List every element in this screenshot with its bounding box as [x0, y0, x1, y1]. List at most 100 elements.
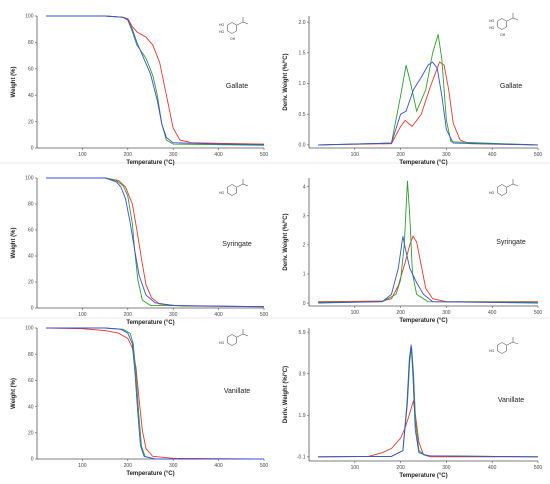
x-axis-title: Temperature (°C) — [126, 160, 174, 166]
series-line-blue — [46, 177, 265, 308]
molecule-structure-icon: HO HO OH — [219, 17, 249, 41]
x-tick-label: 400 — [488, 152, 497, 158]
y-tick-label: 1.0 — [299, 81, 306, 87]
x-tick-label: 200 — [124, 463, 133, 469]
y-tick-label: 60 — [28, 67, 34, 73]
compound-label: Gallate — [500, 83, 522, 90]
y-tick-label: 0 — [31, 457, 34, 463]
panel-6: 100 200 300 400 500 -0.1 1.9 3.9 5.9 Temperature … — [283, 328, 542, 479]
y-axis-title: Deriv. Weight (%/°C) — [283, 366, 289, 423]
x-axis-title: Temperature (°C) — [399, 160, 447, 166]
x-tick-label: 400 — [488, 465, 497, 471]
x-axis-title: Temperature (°C) — [126, 471, 174, 477]
y-tick-label: 40 — [28, 93, 34, 99]
molecule-structure-icon: HO — [219, 179, 249, 196]
x-tick-label: 500 — [534, 310, 543, 316]
x-tick-label: 100 — [351, 465, 360, 471]
molecule-label: HO — [489, 26, 495, 30]
y-tick-label: 0 — [31, 306, 34, 312]
compound-label: Syringate — [496, 239, 526, 246]
series-line-blue — [318, 61, 539, 146]
x-tick-label: 200 — [396, 465, 405, 471]
series-line-red — [318, 235, 538, 303]
x-tick-label: 500 — [260, 463, 269, 469]
y-axis-title: Weight (%) — [11, 378, 17, 409]
x-tick-label: 500 — [534, 465, 543, 471]
molecule-structure-icon: HO — [489, 179, 519, 196]
panel-5: 100 200 300 400 500 0 20 40 60 80 100 Temperature (… — [11, 326, 268, 477]
molecule-label: HO — [489, 349, 495, 353]
x-tick-label: 100 — [351, 152, 360, 158]
x-tick-label: 300 — [442, 152, 451, 158]
y-tick-label: 20 — [28, 280, 34, 286]
y-tick-label: 5.9 — [299, 330, 306, 336]
x-tick-label: 200 — [124, 312, 133, 318]
series-line-red — [46, 327, 265, 460]
series-line-blue — [318, 344, 539, 458]
molecule-label: OH — [500, 33, 506, 37]
panel-1: 100 200 300 400 500 0 20 40 60 80 100 Temperature (… — [11, 14, 268, 166]
y-tick-label: 2 — [303, 243, 306, 249]
molecule-label: HO — [219, 23, 225, 27]
compound-label: Vanillate — [224, 388, 250, 395]
y-tick-label: 0.5 — [299, 112, 306, 118]
series-line-green — [318, 34, 539, 146]
x-tick-label: 500 — [260, 152, 269, 158]
series-line-blue — [318, 236, 539, 304]
x-tick-label: 500 — [260, 312, 269, 318]
y-tick-label: 80 — [28, 352, 34, 358]
x-tick-label: 300 — [442, 310, 451, 316]
x-tick-label: 100 — [78, 152, 87, 158]
x-tick-label: 100 — [78, 463, 87, 469]
series-line-green — [46, 177, 265, 308]
molecule-structure-icon: HO HO OH — [489, 13, 519, 37]
y-axis-title: Weight (%) — [11, 67, 17, 98]
x-tick-label: 300 — [169, 463, 178, 469]
x-tick-label: 300 — [169, 152, 178, 158]
y-tick-label: 40 — [28, 254, 34, 260]
compound-label: Vanillate — [498, 397, 524, 404]
y-tick-label: 2.0 — [299, 20, 306, 26]
molecule-label: HO — [219, 341, 225, 345]
molecule-structure-icon: HO — [219, 329, 249, 346]
y-axis-title: Deriv. Weight (%/°C) — [283, 53, 289, 110]
y-tick-label: 100 — [25, 326, 34, 332]
y-tick-label: 0.0 — [299, 143, 306, 149]
x-tick-label: 200 — [124, 152, 133, 158]
y-axis-title: Weight (%) — [11, 228, 17, 259]
molecule-label: HO — [489, 19, 495, 23]
x-tick-label: 400 — [488, 310, 497, 316]
x-tick-label: 100 — [351, 310, 360, 316]
x-tick-label: 200 — [396, 152, 405, 158]
y-tick-label: 4 — [303, 184, 306, 190]
x-tick-label: 500 — [534, 152, 543, 158]
series-line-red — [318, 400, 538, 458]
y-tick-label: -0.1 — [297, 455, 306, 461]
y-tick-label: 3 — [303, 214, 306, 220]
y-tick-label: 100 — [25, 14, 34, 20]
panel-4: 100 200 300 400 500 0 1 2 3 4 Temperature (°C) Deri… — [283, 178, 542, 324]
y-tick-label: 40 — [28, 404, 34, 410]
x-tick-label: 300 — [442, 465, 451, 471]
y-tick-label: 60 — [28, 378, 34, 384]
y-tick-label: 0 — [303, 301, 306, 307]
panel-2: 100 200 300 400 500 0.0 0.5 1.0 1.5 2.0 Temperatur… — [283, 13, 542, 166]
series-line-green — [46, 15, 265, 146]
compound-label: Gallate — [226, 83, 248, 90]
x-tick-label: 400 — [214, 463, 223, 469]
y-tick-label: 20 — [28, 119, 34, 125]
x-tick-label: 200 — [396, 310, 405, 316]
series-line-green — [318, 180, 539, 303]
series-line-blue — [46, 15, 265, 146]
molecule-label: HO — [219, 191, 225, 195]
y-tick-label: 100 — [25, 176, 34, 182]
panel-3: 100 200 300 400 500 0 20 40 60 80 100 Temperature (… — [11, 176, 268, 326]
y-tick-label: 20 — [28, 431, 34, 437]
x-axis-title: Temperature (°C) — [126, 320, 174, 326]
molecule-structure-icon: HO — [489, 337, 519, 354]
y-axis-title: Deriv. Weight (%/°C) — [283, 213, 289, 270]
y-tick-label: 1.9 — [299, 413, 306, 419]
y-tick-label: 60 — [28, 228, 34, 234]
compound-label: Syringate — [222, 241, 252, 248]
